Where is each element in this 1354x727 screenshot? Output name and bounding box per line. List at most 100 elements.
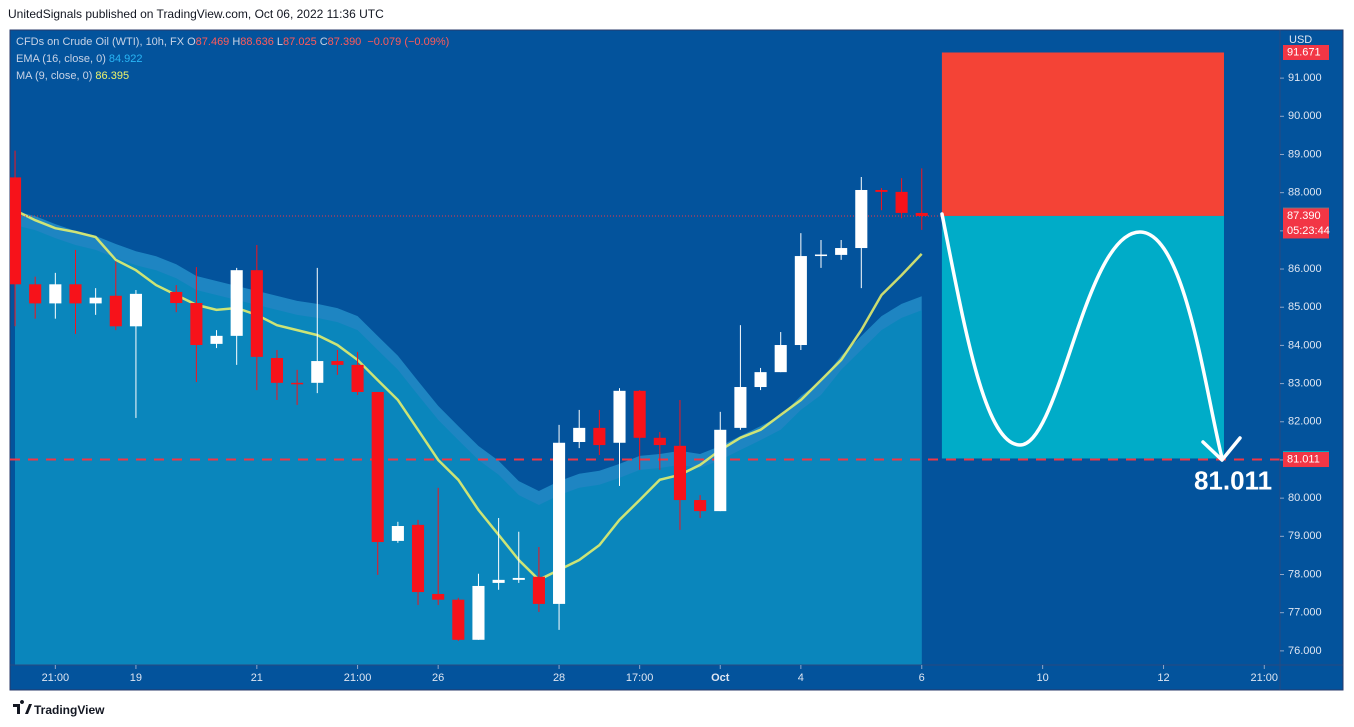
ma-name: MA (9, close, 0): [16, 70, 93, 82]
target-annotation: 81.011: [1194, 465, 1272, 495]
y-tick-label: 86.000: [1288, 263, 1322, 275]
candle-body: [714, 429, 727, 512]
candle-body: [311, 361, 324, 383]
y-tick-label: 78.000: [1288, 568, 1322, 580]
y-tick-label: 91.000: [1288, 72, 1322, 84]
candle-body: [109, 295, 122, 327]
tv-logo: [13, 700, 32, 714]
candle-body: [270, 358, 284, 383]
ema-value: 84.922: [108, 53, 143, 65]
x-tick-label: 6: [919, 672, 925, 684]
candle-body: [89, 297, 102, 304]
ohlc-key: C: [319, 36, 328, 48]
x-tick-label: 21:00: [344, 672, 372, 684]
candle-body: [694, 500, 707, 512]
y-tick-label: 84.000: [1288, 339, 1322, 351]
ohlc-value: 87.390: [327, 36, 362, 48]
axes: 76.00077.00078.00079.00080.00081.00082.0…: [42, 34, 1330, 684]
candle-body: [573, 427, 586, 443]
price-label-box: [1283, 208, 1329, 239]
currency-label: USD: [1289, 34, 1312, 46]
x-tick-label: 28: [553, 672, 565, 684]
ema-legend: EMA (16, close, 0) 84.922: [16, 53, 146, 65]
x-tick-label: Oct: [711, 672, 730, 684]
change: −0.079 (−0.09%): [367, 36, 450, 48]
candle-body: [190, 303, 203, 346]
ohlc-value: 87.469: [195, 36, 230, 48]
candle-body: [814, 254, 828, 257]
ohlc-values: O87.469 H88.636 L87.025 C87.390: [187, 36, 364, 48]
price-label-box: [1283, 452, 1329, 468]
candle-body: [492, 579, 505, 583]
ohlc-key: L: [276, 36, 284, 48]
ohlc-key: O: [187, 36, 196, 48]
candle-body: [432, 593, 445, 600]
candle-body: [794, 256, 807, 346]
footer-brand: TradingView: [34, 703, 105, 717]
candle-body: [29, 284, 42, 304]
ohlc-value: 87.025: [283, 36, 317, 48]
candle-body: [613, 390, 626, 443]
x-tick-label: 4: [798, 672, 804, 684]
candle-body: [291, 382, 304, 385]
candle-body: [351, 364, 364, 392]
candle-body: [532, 576, 545, 604]
candle-body: [633, 390, 646, 438]
x-tick-label: 12: [1157, 672, 1169, 684]
ohlc-key: H: [232, 36, 241, 48]
ohlc-value: 88.636: [240, 36, 274, 48]
ma-legend: MA (9, close, 0) 86.395: [16, 70, 132, 82]
stop-zone: [941, 52, 1224, 216]
candle-body: [371, 391, 384, 543]
candle-body: [835, 248, 848, 255]
y-tick-label: 90.000: [1288, 110, 1322, 122]
candle-body: [331, 361, 344, 365]
candle-body: [69, 284, 82, 304]
x-tick-label: 21: [251, 672, 263, 684]
price-label: 81.011: [1287, 453, 1320, 465]
symbol-legend: CFDs on Crude Oil (WTI), 10h, FX O87.469 H…: [16, 36, 452, 48]
y-tick-label: 77.000: [1288, 607, 1322, 619]
y-tick-label: 88.000: [1288, 187, 1322, 199]
x-tick-label: 21:00: [42, 672, 70, 684]
candle-body: [210, 335, 223, 344]
forecast-curve: [940, 212, 1224, 460]
x-tick-label: 19: [130, 672, 142, 684]
candle-body: [452, 599, 465, 640]
candle-body: [875, 189, 888, 192]
y-tick-label: 80.000: [1288, 492, 1322, 504]
price-label-box: [1283, 44, 1329, 60]
y-tick-label: 79.000: [1288, 530, 1322, 542]
candle-body: [472, 585, 485, 640]
candle-body: [774, 345, 787, 373]
plot-area: [10, 52, 1280, 665]
y-tick-label: 83.000: [1288, 377, 1322, 389]
price-label: 87.390: [1287, 210, 1321, 222]
target-zone: [941, 215, 1224, 459]
x-tick-label: 17:00: [626, 672, 654, 684]
x-tick-label: 26: [432, 672, 444, 684]
candle-body: [895, 191, 908, 213]
candle-body: [593, 427, 606, 446]
candle-body: [10, 177, 22, 285]
ma-line: [14, 209, 923, 582]
candle-body: [391, 526, 404, 541]
candle-body: [250, 270, 263, 357]
candle-body: [915, 212, 928, 216]
ma-value: 86.395: [95, 70, 130, 82]
price-label: 91.671: [1287, 46, 1321, 58]
x-tick-label: 10: [1037, 672, 1049, 684]
x-tick-label: 21:00: [1251, 672, 1279, 684]
y-tick-label: 76.000: [1288, 645, 1322, 657]
candle-body: [673, 445, 687, 501]
candle-body: [653, 437, 666, 446]
candle-body: [553, 442, 566, 604]
candle-body: [129, 293, 142, 327]
candle-body: [855, 189, 868, 249]
candle-body: [411, 524, 425, 593]
publisher-note: UnitedSignals published on TradingView.c…: [8, 7, 384, 21]
candle-body: [230, 270, 243, 336]
symbol: CFDs on Crude Oil (WTI), 10h, FX: [16, 36, 185, 48]
